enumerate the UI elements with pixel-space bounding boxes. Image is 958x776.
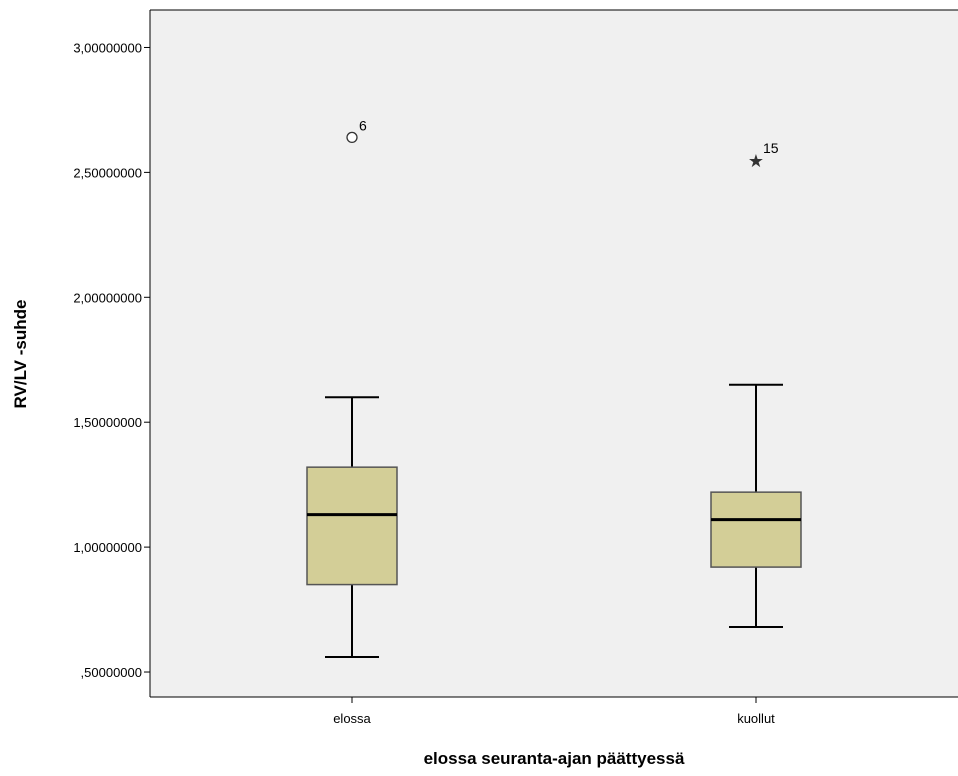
iqr-box xyxy=(710,491,802,568)
outlier-star-icon: ★ xyxy=(748,151,764,172)
y-tick-label: ,50000000 xyxy=(81,665,142,680)
x-axis: elossa kuollut xyxy=(333,697,775,726)
x-axis-title: elossa seuranta-ajan päättyessä xyxy=(424,749,685,768)
y-tick-label: 3,00000000 xyxy=(73,40,142,55)
box-group-kuollut: ★15 xyxy=(710,140,802,629)
outlier-label: 15 xyxy=(763,140,779,156)
x-tick-label: kuollut xyxy=(737,711,775,726)
y-tick-label: 1,00000000 xyxy=(73,540,142,555)
outlier-circle-marker xyxy=(346,131,358,144)
iqr-box xyxy=(306,466,398,586)
y-axis-title: RV/LV -suhde xyxy=(11,300,30,409)
plot-background xyxy=(150,10,958,697)
box-group-elossa: 6 xyxy=(306,117,398,659)
y-axis: ,50000000 1,00000000 1,50000000 2,00000000 2… xyxy=(73,40,150,680)
y-tick-label: 1,50000000 xyxy=(73,415,142,430)
x-tick-label: elossa xyxy=(333,711,371,726)
y-tick-label: 2,00000000 xyxy=(73,290,142,305)
y-tick-label: 2,50000000 xyxy=(73,165,142,180)
outlier-label: 6 xyxy=(359,117,367,133)
plot-layer: 6 ★15 xyxy=(306,117,802,659)
